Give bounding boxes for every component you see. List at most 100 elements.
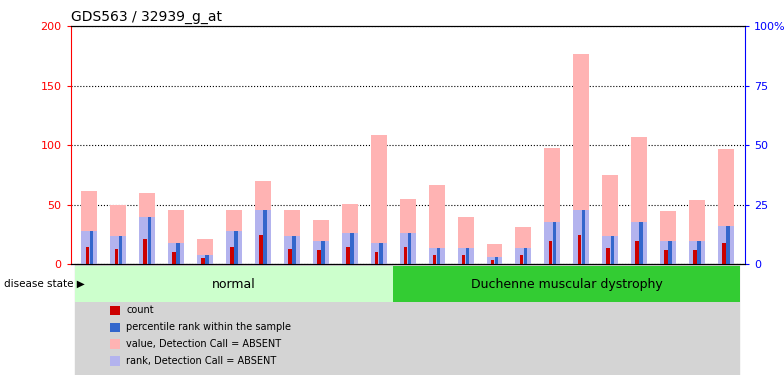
Bar [408, 233, 412, 264]
Bar [371, 243, 387, 264]
Bar [596, 264, 625, 375]
Bar [429, 248, 445, 264]
Text: normal: normal [212, 278, 256, 291]
Bar [578, 235, 581, 264]
Bar [317, 250, 321, 264]
Text: Duchenne muscular dystrophy: Duchenne muscular dystrophy [471, 278, 662, 291]
Bar [625, 264, 654, 375]
Bar [400, 199, 416, 264]
Bar [172, 252, 176, 264]
Bar [234, 231, 238, 264]
Bar [635, 241, 639, 264]
Bar [75, 264, 103, 375]
Bar [660, 211, 676, 264]
Bar [437, 248, 441, 264]
Text: disease state ▶: disease state ▶ [4, 279, 85, 289]
Bar [538, 264, 567, 375]
Bar [466, 248, 470, 264]
Bar [400, 233, 416, 264]
Bar [321, 241, 325, 264]
Bar [375, 252, 379, 264]
Text: GDS563 / 32939_g_at: GDS563 / 32939_g_at [71, 10, 222, 24]
Bar [162, 264, 191, 375]
Text: rank, Detection Call = ABSENT: rank, Detection Call = ABSENT [126, 356, 277, 366]
Bar [689, 200, 705, 264]
Bar [394, 266, 740, 302]
Bar [114, 249, 118, 264]
Bar [520, 255, 523, 264]
Bar [379, 243, 383, 264]
Bar [487, 257, 503, 264]
Bar [433, 255, 437, 264]
Bar [683, 264, 712, 375]
Bar [169, 243, 184, 264]
Text: percentile rank within the sample: percentile rank within the sample [126, 322, 291, 332]
Bar [307, 264, 336, 375]
Bar [544, 148, 561, 264]
Bar [346, 246, 350, 264]
Bar [458, 217, 474, 264]
Bar [140, 217, 155, 264]
Bar [197, 255, 213, 264]
Bar [226, 231, 242, 264]
Bar [176, 243, 180, 264]
Bar [292, 236, 296, 264]
Bar [82, 231, 97, 264]
Bar [697, 241, 701, 264]
Bar [693, 250, 697, 264]
Bar [147, 217, 151, 264]
Bar [249, 264, 278, 375]
Bar [462, 255, 465, 264]
Bar [205, 255, 209, 264]
Bar [422, 264, 451, 375]
Bar [573, 210, 590, 264]
Bar [111, 236, 126, 264]
Bar [611, 236, 614, 264]
Bar [230, 246, 234, 264]
Bar [664, 250, 668, 264]
Bar [289, 249, 292, 264]
Bar [140, 193, 155, 264]
Bar [631, 137, 647, 264]
Text: count: count [126, 305, 154, 315]
Bar [197, 239, 213, 264]
Bar [191, 264, 220, 375]
Bar [143, 239, 147, 264]
Bar [718, 226, 734, 264]
Bar [660, 241, 676, 264]
Bar [458, 248, 474, 264]
Bar [602, 236, 619, 264]
Bar [394, 264, 422, 375]
Bar [260, 235, 263, 264]
Bar [313, 220, 328, 264]
Bar [480, 264, 509, 375]
Bar [111, 205, 126, 264]
Bar [640, 222, 643, 264]
Bar [549, 241, 552, 264]
Bar [495, 257, 499, 264]
Bar [718, 149, 734, 264]
Bar [350, 233, 354, 264]
Bar [689, 241, 705, 264]
Bar [278, 264, 307, 375]
Bar [284, 210, 300, 264]
Bar [553, 222, 556, 264]
Bar [573, 54, 590, 264]
Bar [487, 244, 503, 264]
Bar [404, 246, 408, 264]
Bar [255, 181, 271, 264]
Bar [726, 226, 730, 264]
Text: value, Detection Call = ABSENT: value, Detection Call = ABSENT [126, 339, 281, 349]
Bar [509, 264, 538, 375]
Bar [371, 135, 387, 264]
Bar [602, 175, 619, 264]
Bar [429, 184, 445, 264]
Bar [313, 241, 328, 264]
Bar [85, 246, 89, 264]
Bar [342, 204, 358, 264]
Bar [654, 264, 683, 375]
Bar [132, 264, 162, 375]
Bar [544, 222, 561, 264]
Bar [169, 210, 184, 264]
Bar [336, 264, 365, 375]
